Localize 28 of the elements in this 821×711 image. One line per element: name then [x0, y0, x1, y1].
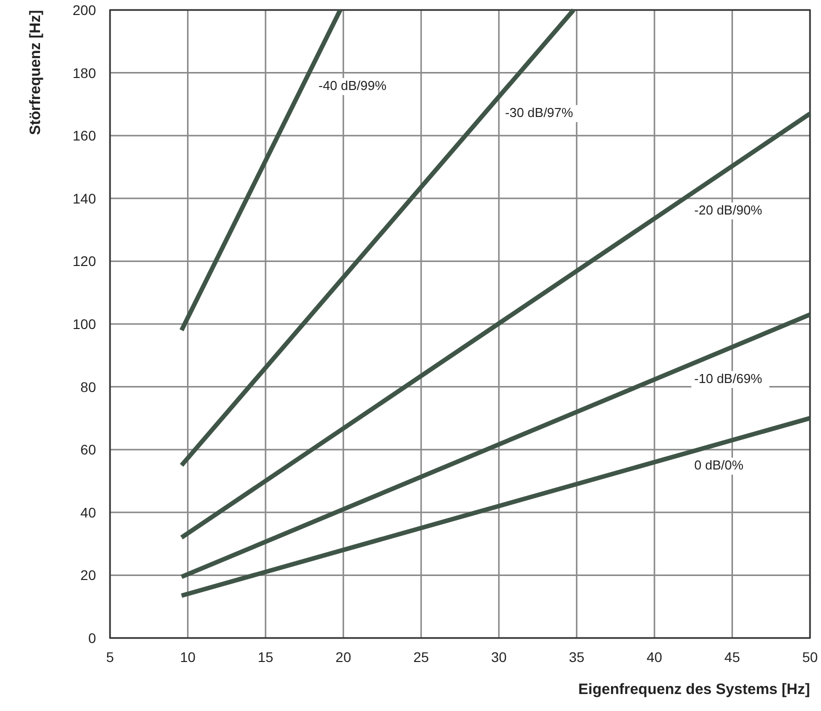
x-tick-label: 15 — [258, 649, 274, 665]
series-label: -20 dB/90% — [694, 202, 763, 218]
series-label: -40 dB/99% — [318, 78, 387, 94]
y-tick-label: 140 — [72, 190, 96, 206]
y-tick-label: 120 — [72, 253, 96, 270]
y-tick-label: 0 — [88, 630, 96, 646]
y-tick-label: 40 — [80, 504, 96, 520]
y-tick-label: 160 — [72, 128, 96, 144]
x-tick-label: 10 — [180, 649, 196, 665]
x-tick-label: 35 — [568, 649, 585, 665]
y-axis-title: Störfrequenz [Hz] — [27, 10, 44, 135]
y-tick-label: 60 — [80, 442, 96, 458]
x-axis-title: Eigenfrequenz des Systems [Hz] — [578, 681, 810, 698]
y-tick-label: 20 — [80, 567, 96, 584]
x-tick-label: 40 — [646, 649, 662, 665]
x-tick-label: 50 — [802, 649, 818, 665]
x-tick-label: 30 — [491, 649, 507, 665]
x-tick-label: 20 — [336, 649, 352, 665]
y-tick-label: 180 — [72, 64, 96, 81]
y-tick-label: 80 — [80, 378, 96, 395]
x-tick-label: 5 — [106, 649, 114, 665]
y-tick-label: 200 — [72, 2, 96, 18]
y-tick-label: 100 — [72, 316, 96, 332]
series-label: 0 dB/0% — [694, 458, 744, 473]
series-label: -10 dB/69% — [694, 371, 763, 386]
series-label: -30 dB/97% — [505, 105, 574, 120]
x-tick-label: 25 — [413, 649, 430, 665]
x-tick-label: 45 — [724, 649, 740, 665]
